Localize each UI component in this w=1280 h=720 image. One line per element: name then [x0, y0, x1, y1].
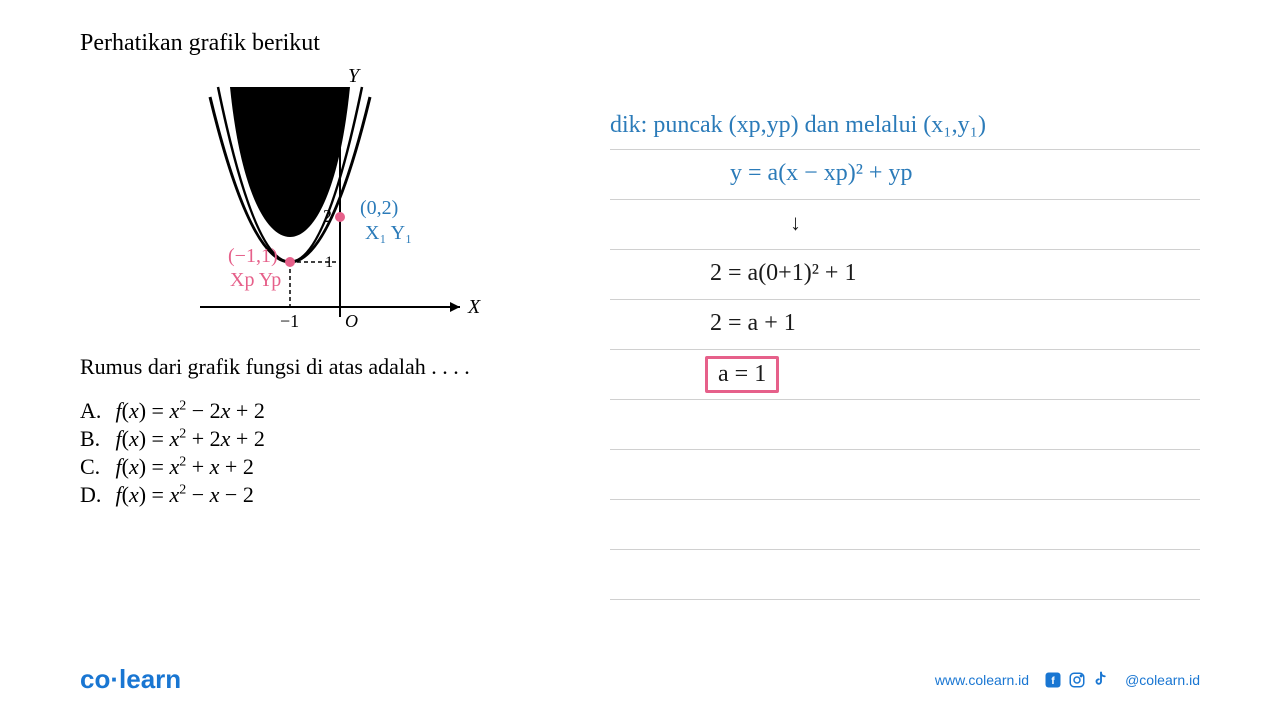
svg-text:O: O: [345, 311, 358, 331]
svg-text:Y: Y: [348, 67, 361, 87]
footer-right: www.colearn.id f @colearn.id: [935, 671, 1200, 689]
work-line-5: 2 = a + 1: [610, 300, 1200, 350]
work-panel: dik: puncak (xp,yp) dan melalui (x₁,y₁) …: [610, 30, 1200, 600]
work-text-5: 2 = a + 1: [710, 310, 796, 337]
vertex-label: Xp Yp: [230, 269, 281, 292]
work-line-blank-4: [610, 550, 1200, 600]
svg-text:2: 2: [323, 206, 332, 226]
instagram-icon: [1068, 671, 1086, 689]
answer-options: A. f(x) = x2 − 2x + 2 B. f(x) = x2 + 2x …: [80, 398, 560, 508]
work-answer: a = 1: [705, 356, 779, 393]
work-line-1: dik: puncak (xp,yp) dan melalui (x₁,y₁): [610, 100, 1200, 150]
main-content: Perhatikan grafik berikut: [0, 0, 1280, 600]
intercept-annotation: (0,2): [360, 197, 398, 220]
answer-box: a = 1: [705, 356, 779, 393]
svg-text:X: X: [467, 296, 481, 318]
question-title: Perhatikan grafik berikut: [80, 30, 560, 57]
facebook-icon: f: [1044, 671, 1062, 689]
work-text-1: dik: puncak (xp,yp) dan melalui (x₁,y₁): [610, 112, 986, 139]
question-panel: Perhatikan grafik berikut: [80, 30, 560, 600]
question-subtitle: Rumus dari grafik fungsi di atas adalah …: [80, 352, 560, 383]
svg-text:−1: −1: [280, 311, 299, 331]
work-line-blank-3: [610, 500, 1200, 550]
option-c: C. f(x) = x2 + x + 2: [80, 454, 560, 480]
svg-text:f: f: [1051, 674, 1055, 686]
work-line-blank-1: [610, 400, 1200, 450]
vertex-annotation: (−1,1): [228, 245, 278, 268]
website-url: www.colearn.id: [935, 672, 1029, 688]
svg-text:1: 1: [325, 254, 333, 271]
work-line-2: y = a(x − xp)² + yp: [610, 150, 1200, 200]
option-a: A. f(x) = x2 − 2x + 2: [80, 398, 560, 424]
social-handle: @colearn.id: [1125, 672, 1200, 688]
graph-svg: Y X 2 1 −1 O: [180, 67, 500, 347]
work-line-3: ↓: [610, 200, 1200, 250]
intercept-label: X₁ Y₁: [365, 222, 412, 245]
work-text-4: 2 = a(0+1)² + 1: [710, 260, 856, 287]
tiktok-icon: [1092, 671, 1110, 689]
option-b: B. f(x) = x2 + 2x + 2: [80, 426, 560, 452]
option-d: D. f(x) = x2 − x − 2: [80, 482, 560, 508]
social-icons: f: [1044, 671, 1110, 689]
arrow-down-icon: ↓: [790, 210, 801, 236]
brand-logo: co·learn: [80, 664, 181, 695]
work-line-blank-2: [610, 450, 1200, 500]
work-line-6: a = 1: [610, 350, 1200, 400]
work-line-4: 2 = a(0+1)² + 1: [610, 250, 1200, 300]
parabola-graph: Y X 2 1 −1 O (0,2) X₁ Y₁ (−1,1) Xp Yp: [180, 67, 500, 347]
footer: co·learn www.colearn.id f @colearn.id: [0, 664, 1280, 695]
work-text-2: y = a(x − xp)² + yp: [730, 160, 912, 187]
